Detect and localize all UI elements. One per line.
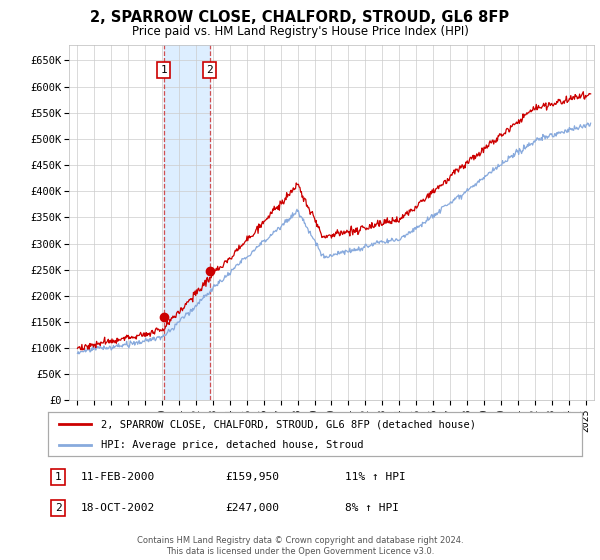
Text: 1: 1	[160, 65, 167, 74]
Text: 1: 1	[55, 472, 62, 482]
Text: 8% ↑ HPI: 8% ↑ HPI	[345, 503, 399, 513]
Text: 11% ↑ HPI: 11% ↑ HPI	[345, 472, 406, 482]
Text: 18-OCT-2002: 18-OCT-2002	[81, 503, 155, 513]
Text: 2: 2	[55, 503, 62, 513]
Text: Price paid vs. HM Land Registry's House Price Index (HPI): Price paid vs. HM Land Registry's House …	[131, 25, 469, 38]
Text: 2, SPARROW CLOSE, CHALFORD, STROUD, GL6 8FP: 2, SPARROW CLOSE, CHALFORD, STROUD, GL6 …	[91, 10, 509, 25]
Text: 2, SPARROW CLOSE, CHALFORD, STROUD, GL6 8FP (detached house): 2, SPARROW CLOSE, CHALFORD, STROUD, GL6 …	[101, 419, 476, 429]
Text: 11-FEB-2000: 11-FEB-2000	[81, 472, 155, 482]
Text: 2: 2	[206, 65, 213, 74]
Text: HPI: Average price, detached house, Stroud: HPI: Average price, detached house, Stro…	[101, 440, 364, 450]
Text: Contains HM Land Registry data © Crown copyright and database right 2024.
This d: Contains HM Land Registry data © Crown c…	[137, 536, 463, 556]
Bar	[164, 45, 209, 400]
Text: £247,000: £247,000	[225, 503, 279, 513]
Text: £159,950: £159,950	[225, 472, 279, 482]
